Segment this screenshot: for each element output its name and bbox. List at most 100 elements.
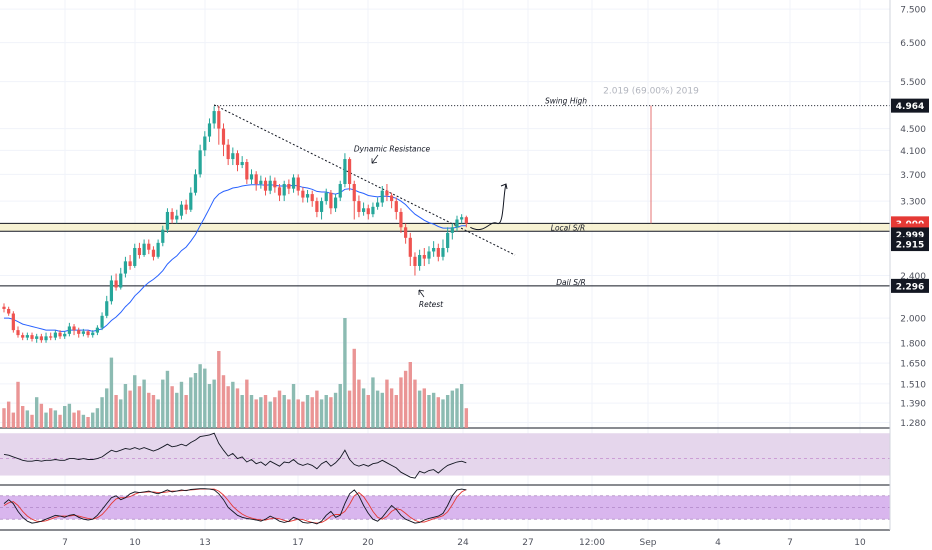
- volume-bar: [100, 397, 104, 428]
- price-grid: [0, 0, 890, 531]
- price-tick-label: 1.650: [900, 360, 926, 370]
- volume-bar: [2, 408, 6, 428]
- volume-bar: [459, 384, 464, 428]
- candle-body: [189, 192, 193, 210]
- volume-bar: [324, 395, 328, 428]
- candle-body: [404, 227, 408, 238]
- volume-bar: [296, 399, 300, 428]
- candle-body: [11, 313, 15, 331]
- candle-body: [100, 315, 104, 328]
- candle-body: [357, 201, 361, 212]
- volume-bar: [67, 403, 72, 428]
- candle-body: [184, 204, 188, 210]
- volume-bar: [394, 395, 398, 428]
- volume-bar: [77, 410, 81, 428]
- candle-body: [432, 247, 436, 252]
- candle-body: [366, 208, 370, 215]
- volume-bar: [427, 395, 431, 428]
- candle-body: [394, 201, 398, 212]
- candle-body: [212, 111, 216, 124]
- volume-bar: [305, 395, 310, 428]
- volume-bar: [170, 386, 174, 428]
- volume-bar: [343, 318, 347, 428]
- volume-bars: [2, 318, 469, 428]
- candle-body: [319, 201, 324, 212]
- volume-bar: [198, 364, 202, 428]
- candle-body: [156, 242, 160, 257]
- candlestick-series: [2, 105, 468, 343]
- candle-body: [123, 261, 128, 274]
- volume-bar: [245, 379, 249, 428]
- candle-body: [58, 332, 62, 337]
- price-label-badge: [891, 98, 929, 113]
- volume-bar: [445, 395, 450, 428]
- candle-body: [338, 184, 342, 198]
- candle-body: [2, 306, 6, 309]
- candle-body: [450, 227, 454, 233]
- volume-bar: [329, 397, 333, 428]
- price-tick-label: 2.000: [900, 315, 926, 325]
- candle-body: [418, 255, 422, 266]
- volume-bar: [254, 399, 258, 428]
- candle-body: [193, 174, 198, 193]
- candle-body: [436, 247, 440, 257]
- candle-body: [16, 330, 20, 336]
- candle-body: [235, 153, 240, 166]
- candle-body: [179, 204, 184, 216]
- candle-body: [352, 184, 356, 202]
- candle-body: [95, 327, 99, 333]
- candle-body: [217, 111, 221, 129]
- volume-bar: [189, 377, 193, 428]
- candle-body: [49, 336, 53, 338]
- retest-arrow: [418, 289, 425, 298]
- candle-body: [385, 190, 389, 196]
- price-label-badge: [891, 237, 929, 252]
- volume-bar: [53, 410, 58, 428]
- volume-bar: [371, 377, 375, 428]
- volume-bar: [431, 392, 436, 428]
- time-tick-label: 12:00: [579, 538, 605, 548]
- price-tick-label: 3.700: [900, 171, 926, 181]
- volume-bar: [413, 379, 417, 428]
- volume-bar: [114, 395, 118, 428]
- volume-bar: [161, 379, 165, 428]
- rsi-pane: 80.0040.0050.00: [0, 430, 929, 479]
- candle-body: [273, 180, 277, 188]
- volume-bar: [422, 388, 426, 428]
- projection-arrowhead: [500, 183, 508, 190]
- volume-bar: [235, 388, 240, 428]
- volume-bar: [366, 395, 370, 428]
- volume-bar: [231, 381, 235, 428]
- candle-body: [25, 335, 29, 338]
- volume-bar: [147, 392, 151, 428]
- stoch-d-line: [3, 488, 467, 524]
- candle-body: [128, 261, 132, 266]
- volume-bar: [436, 397, 441, 428]
- candle-body: [114, 280, 118, 288]
- volume-bar: [49, 408, 53, 428]
- candle-body: [441, 247, 445, 257]
- candle-body: [151, 249, 156, 257]
- time-tick-label: 7: [62, 538, 68, 548]
- volume-bar: [259, 397, 263, 428]
- price-tick-label: 7.500: [900, 6, 926, 16]
- volume-bar: [203, 368, 207, 428]
- candle-body: [305, 194, 310, 198]
- candle-body: [259, 180, 263, 185]
- time-tick-label: 7: [787, 538, 793, 548]
- candle-body: [249, 174, 254, 180]
- candle-body: [413, 256, 417, 266]
- volume-bar: [385, 379, 389, 428]
- candle-body: [81, 331, 85, 334]
- volume-bar: [333, 392, 338, 428]
- candle-body: [133, 247, 137, 266]
- volume-bar: [109, 357, 114, 428]
- drawing-layer: [0, 104, 890, 332]
- candle-body: [315, 201, 319, 212]
- stoch-k-line: [3, 488, 467, 525]
- candle-body: [343, 159, 347, 185]
- candle-body: [44, 336, 48, 341]
- dynamic-resistance-label: Dynamic Resistance: [354, 144, 431, 153]
- price-axis: 7.500 6.500 5.500 4.500 4.100 3.700 3.300 2.400…: [889, 0, 932, 550]
- time-tick-label: 27: [522, 538, 533, 548]
